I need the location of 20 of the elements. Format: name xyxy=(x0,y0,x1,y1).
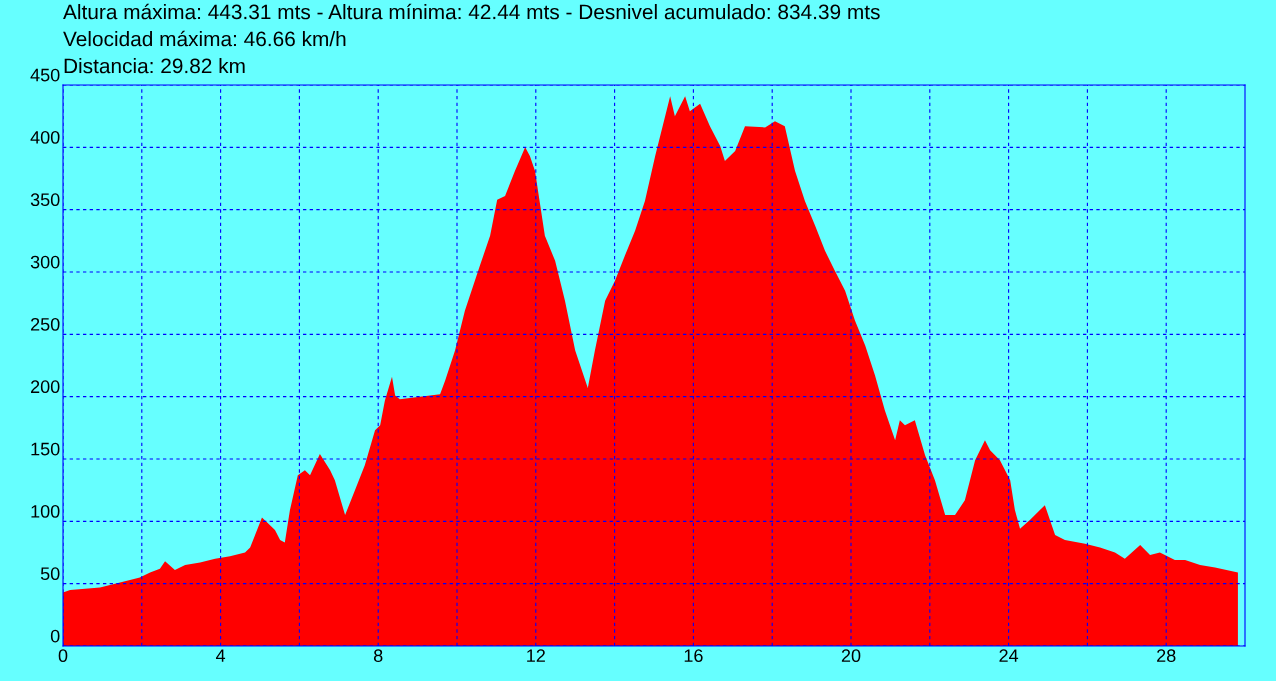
y-tick-label: 450 xyxy=(30,68,60,82)
x-tick-label: 20 xyxy=(841,649,861,663)
y-tick-label: 350 xyxy=(30,193,60,207)
chart-title: Altura máxima: 443.31 mts - Altura mínima: 42.44 mts - Desnivel acumulado: 834.39 mts xyxy=(63,3,880,20)
chart-subtitle: Velocidad máxima: 46.66 km/h xyxy=(63,30,346,47)
x-tick-label: 8 xyxy=(373,649,383,663)
x-tick-label: 16 xyxy=(684,649,703,663)
x-tick-label: 24 xyxy=(999,649,1019,662)
y-tick-label: 50 xyxy=(40,567,60,581)
x-tick-label: 12 xyxy=(527,649,545,662)
text: Distancia: 29.82 km xyxy=(64,58,245,74)
x-tick-label: 4 xyxy=(215,649,226,662)
y-tick-label: 100 xyxy=(31,504,60,518)
y-tick-label: 400 xyxy=(30,130,60,144)
x-tick-label: 28 xyxy=(1157,649,1176,663)
y-tick-label: 250 xyxy=(31,317,60,331)
y-tick-label: 150 xyxy=(31,442,60,456)
y-tick-label: 300 xyxy=(30,255,60,269)
y-tick-label: 0 xyxy=(50,629,60,643)
y-tick-label: 200 xyxy=(31,380,60,394)
